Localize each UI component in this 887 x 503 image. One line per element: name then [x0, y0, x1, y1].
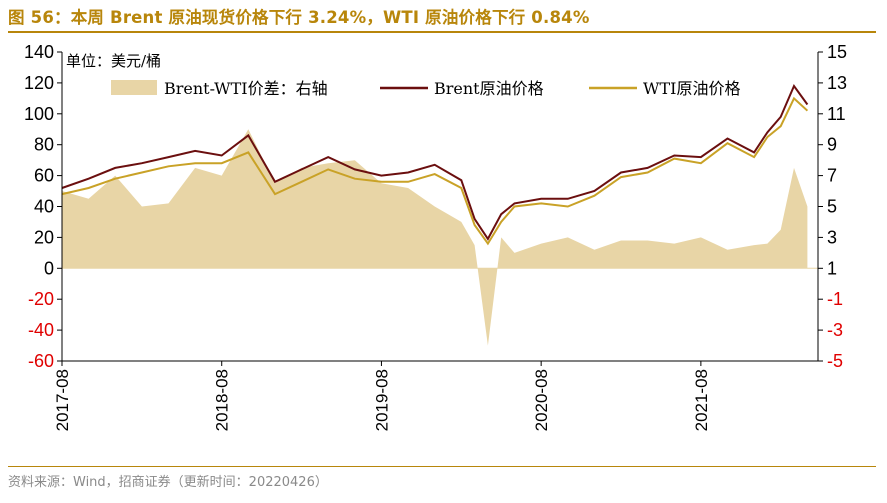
spread-area-series [62, 129, 808, 346]
left-tick-label: 100 [24, 104, 54, 124]
x-axis-ticks: 2017-08 2018-08 2019-08 2020-08 2021-08 [53, 361, 711, 431]
chart: 140 120 100 80 60 40 20 0 -20 -40 -60 15 13 11 9 7 5 3 1 -… [24, 42, 847, 431]
left-tick-label: 80 [34, 135, 54, 155]
brent-price-line [61, 83, 809, 241]
title-rule [8, 31, 876, 33]
x-tick-label: 2020-08 [532, 369, 551, 431]
x-tick-label: 2017-08 [53, 369, 72, 431]
legend-label-spread: Brent-WTI价差：右轴 [164, 79, 328, 98]
right-tick-label: 5 [827, 197, 837, 217]
x-tick-label: 2021-08 [692, 369, 711, 431]
right-tick-label: 15 [827, 42, 847, 62]
left-tick-label: -60 [28, 351, 54, 371]
unit-label: 单位：美元/桶 [66, 52, 161, 70]
chart-title: 图 56：本周 Brent 原油现货价格下行 3.24%，WTI 原油价格下行 … [8, 8, 590, 27]
left-axis-ticks: 140 120 100 80 60 40 20 0 -20 -40 -60 [24, 42, 62, 371]
source-note: 资料来源：Wind，招商证券（更新时间：20220426） [8, 475, 328, 490]
right-tick-label: 9 [827, 135, 837, 155]
right-tick-label: 3 [827, 227, 837, 247]
left-tick-label: -20 [28, 289, 54, 309]
left-tick-label: 0 [44, 258, 54, 278]
right-tick-label: 7 [827, 166, 837, 186]
footer-rule [8, 466, 876, 467]
right-tick-label: -5 [827, 351, 843, 371]
x-tick-label: 2018-08 [213, 369, 232, 431]
left-tick-label: 60 [34, 166, 54, 186]
right-tick-label: 13 [827, 73, 847, 93]
legend-swatch-spread [111, 80, 157, 95]
left-tick-label: 140 [24, 42, 54, 62]
right-tick-label: -3 [827, 320, 843, 340]
left-tick-label: -40 [28, 320, 54, 340]
left-tick-label: 120 [24, 73, 54, 93]
left-tick-label: 20 [34, 227, 54, 247]
right-tick-label: -1 [827, 289, 843, 309]
right-axis-ticks: 15 13 11 9 7 5 3 1 -1 -3 -5 [818, 42, 847, 371]
right-tick-label: 1 [827, 258, 837, 278]
legend: Brent-WTI价差：右轴 Brent原油价格 WTI原油价格 [111, 79, 740, 98]
x-tick-label: 2019-08 [372, 369, 391, 431]
right-tick-label: 11 [827, 104, 846, 124]
wti-price-line [61, 96, 809, 246]
legend-label-brent: Brent原油价格 [434, 79, 544, 98]
left-tick-label: 40 [34, 197, 54, 217]
legend-label-wti: WTI原油价格 [643, 79, 740, 98]
